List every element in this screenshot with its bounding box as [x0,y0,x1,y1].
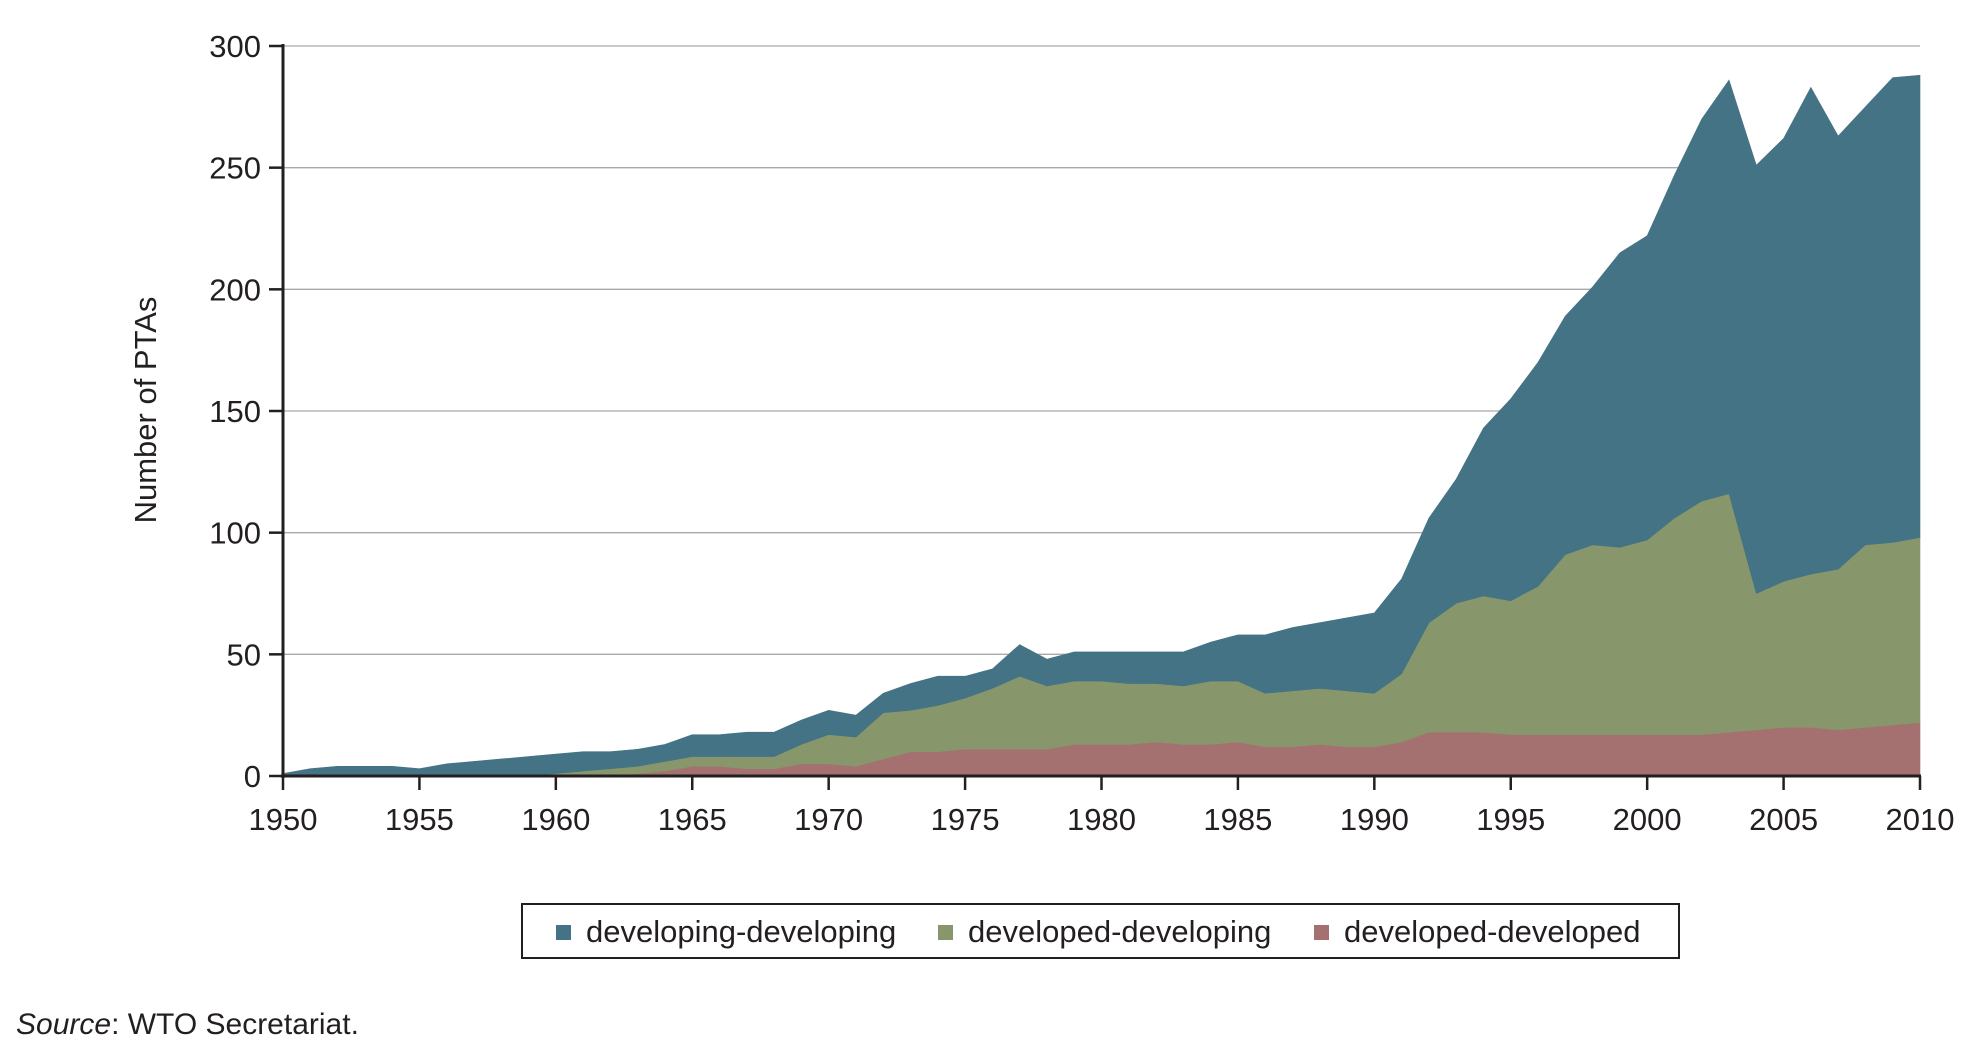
legend-label-developing-developing: developing-developing [586,914,896,949]
legend-label-developed-developed: developed-developed [1344,914,1640,949]
source-prefix: Source [16,1008,112,1041]
area-developed-developing [283,493,1921,777]
y-tick-label-0: 0 [244,759,261,794]
x-tick-label-2000: 2000 [1613,802,1682,837]
x-tick-label-1975: 1975 [931,802,1000,837]
x-tick-label-1980: 1980 [1067,802,1136,837]
x-tick-label-1990: 1990 [1340,802,1409,837]
gridlines [283,45,1920,777]
axes [269,44,1922,790]
y-tick-label-200: 200 [209,272,261,307]
y-tick-label-250: 250 [209,151,261,186]
x-tick-label-1950: 1950 [249,802,318,837]
area-series [282,74,1921,777]
y-tick-label-300: 300 [209,29,261,64]
source-text: : WTO Secretariat. [111,1008,359,1041]
legend: developing-developing developed-developin… [521,903,1680,959]
source-note: Source: WTO Secretariat. [16,1010,359,1040]
area-developing-developing [282,74,1921,777]
legend-swatch-developed-developing [938,925,953,940]
x-tick-labels: 1950 1955 1960 1965 1970 1975 1980 1985 1990 1995… [249,802,1955,837]
x-tick-label-2010: 2010 [1886,802,1955,837]
x-tick-label-1995: 1995 [1476,802,1545,837]
legend-swatch-developing-developing [556,925,571,940]
x-tick-label-2005: 2005 [1749,802,1818,837]
y-tick-label-100: 100 [209,516,261,551]
legend-box [521,903,1680,959]
y-axis-title: Number of PTAs [128,297,163,524]
legend-swatch-developed-developed [1314,925,1329,940]
y-tick-labels: 0 50 100 150 200 250 300 [209,29,261,794]
y-tick-label-50: 50 [227,637,261,672]
x-tick-label-1970: 1970 [794,802,863,837]
x-tick-label-1955: 1955 [385,802,454,837]
y-tick-label-150: 150 [209,394,261,429]
x-tick-label-1985: 1985 [1203,802,1272,837]
legend-label-developed-developing: developed-developing [968,914,1271,949]
x-tick-label-1965: 1965 [658,802,727,837]
x-tick-label-1960: 1960 [521,802,590,837]
